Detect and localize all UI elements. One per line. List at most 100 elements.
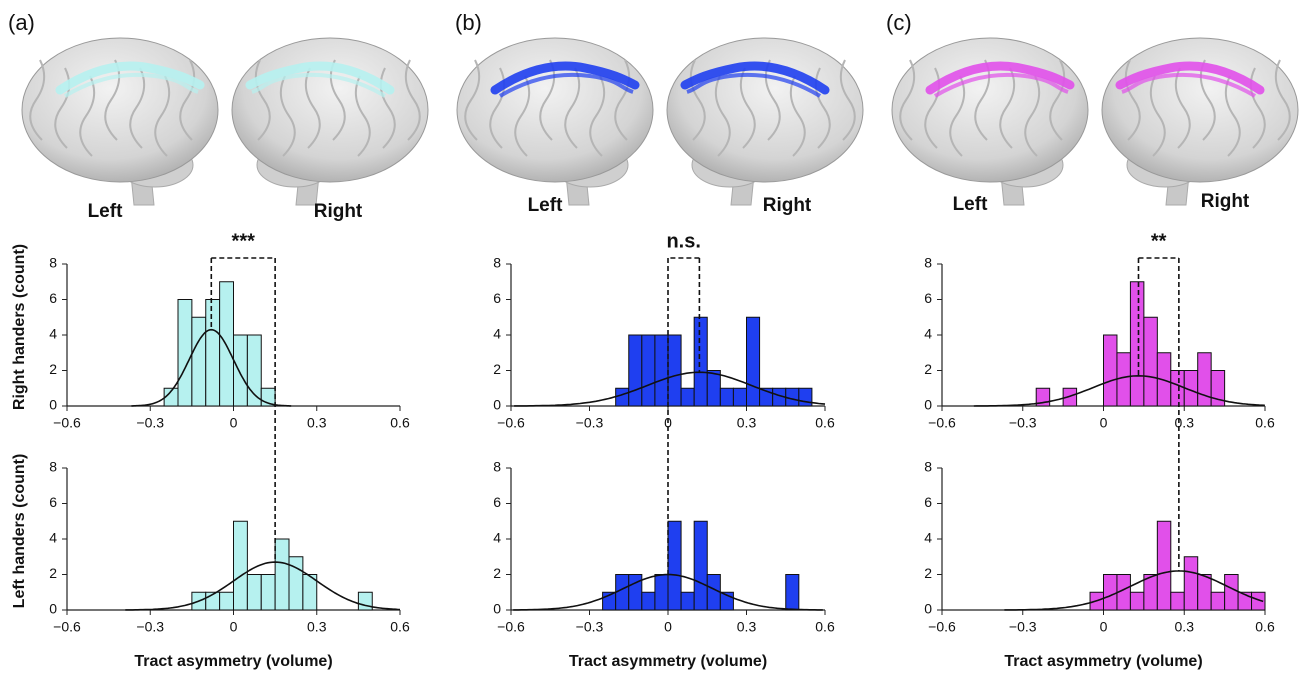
y-tick-label: 8	[493, 255, 501, 271]
x-tick-label: 0.3	[1175, 619, 1195, 635]
y-tick-label: 0	[49, 601, 57, 617]
brain-label: Left	[88, 201, 124, 222]
brain-label: Left	[528, 195, 564, 216]
bar	[1184, 557, 1197, 610]
x-tick-label: 0.6	[815, 415, 835, 431]
brain	[1102, 38, 1298, 205]
bar	[206, 300, 220, 407]
y-tick-label: 8	[924, 459, 932, 475]
bar	[1198, 353, 1211, 406]
y-tick-label: 8	[49, 459, 57, 475]
brain	[667, 38, 863, 205]
y-axis-label: Left handers (count)	[11, 454, 28, 609]
significance: ***	[232, 230, 256, 252]
bar	[247, 575, 261, 611]
cortex	[22, 38, 218, 182]
bar	[707, 371, 720, 407]
y-tick-label: 0	[493, 601, 501, 617]
x-tick-label: −0.3	[1009, 415, 1037, 431]
bar	[1130, 592, 1143, 610]
bar	[799, 388, 812, 406]
x-tick-label: 0.3	[737, 415, 757, 431]
x-tick-label: 0.6	[1255, 619, 1275, 635]
y-tick-label: 6	[493, 494, 501, 510]
bar	[358, 592, 372, 610]
bar	[733, 388, 746, 406]
y-tick-label: 6	[924, 494, 932, 510]
y-tick-label: 2	[924, 361, 932, 377]
y-axis-label: Right handers (count)	[11, 244, 28, 410]
x-tick-label: −0.3	[136, 619, 164, 635]
bar	[234, 335, 248, 406]
brain-label: Right	[763, 195, 812, 216]
x-tick-label: 0.6	[390, 619, 410, 635]
cortex	[457, 38, 653, 182]
bar	[275, 539, 289, 610]
x-tick-label: −0.6	[53, 415, 81, 431]
x-tick-label: 0.6	[390, 415, 410, 431]
cortex	[1102, 38, 1298, 182]
bar	[707, 575, 720, 611]
x-tick-label: −0.3	[136, 415, 164, 431]
figure: (a) Left Right 0 2 4 6 8 −0.6 −0.3 0 0.3 0.6 Right ha…	[0, 0, 1305, 675]
x-tick-label: 0	[230, 619, 238, 635]
brain	[457, 38, 653, 205]
bar	[1130, 282, 1143, 406]
bar	[1117, 353, 1130, 406]
bar	[1211, 592, 1224, 610]
bar	[642, 335, 655, 406]
y-tick-label: 8	[493, 459, 501, 475]
bar	[747, 317, 760, 406]
x-tick-label: −0.3	[1009, 619, 1037, 635]
bar	[694, 317, 707, 406]
y-tick-label: 0	[924, 397, 932, 413]
brain	[892, 38, 1088, 205]
bar	[1157, 521, 1170, 610]
y-tick-label: 4	[49, 326, 57, 342]
bar	[668, 521, 681, 610]
y-tick-label: 0	[49, 397, 57, 413]
bar	[1171, 371, 1184, 407]
bar	[655, 335, 668, 406]
panel-label: (b)	[455, 10, 482, 35]
bar	[720, 388, 733, 406]
y-tick-label: 4	[493, 530, 501, 546]
x-tick-label: 0	[1100, 619, 1108, 635]
x-tick-label: −0.6	[928, 619, 956, 635]
x-tick-label: −0.6	[497, 415, 525, 431]
brain-label: Right	[1201, 191, 1250, 212]
bar	[234, 521, 248, 610]
bar	[178, 300, 192, 407]
y-tick-label: 8	[49, 255, 57, 271]
x-axis-label: Tract asymmetry (volume)	[134, 653, 332, 670]
y-tick-label: 6	[49, 290, 57, 306]
bar	[616, 575, 629, 611]
y-tick-label: 4	[924, 326, 932, 342]
bar	[220, 282, 234, 406]
x-tick-label: −0.6	[497, 619, 525, 635]
x-tick-label: 0	[664, 619, 672, 635]
bar	[681, 388, 694, 406]
cortex	[232, 38, 428, 182]
bar	[220, 592, 234, 610]
y-tick-label: 8	[924, 255, 932, 271]
cortex	[892, 38, 1088, 182]
bar	[1198, 575, 1211, 611]
bar	[681, 592, 694, 610]
panel-label: (a)	[8, 10, 35, 35]
x-tick-label: 0.3	[1175, 415, 1195, 431]
bar	[629, 335, 642, 406]
x-tick-label: 0.6	[1255, 415, 1275, 431]
brain	[22, 38, 218, 205]
brain-label: Left	[953, 194, 989, 215]
bar	[616, 388, 629, 406]
x-axis-label: Tract asymmetry (volume)	[1004, 653, 1202, 670]
y-tick-label: 4	[924, 530, 932, 546]
bar	[1104, 335, 1117, 406]
x-axis-label: Tract asymmetry (volume)	[569, 653, 767, 670]
y-tick-label: 4	[49, 530, 57, 546]
x-tick-label: 0.3	[737, 619, 757, 635]
y-tick-label: 2	[924, 565, 932, 581]
bar	[642, 592, 655, 610]
y-tick-label: 0	[493, 397, 501, 413]
